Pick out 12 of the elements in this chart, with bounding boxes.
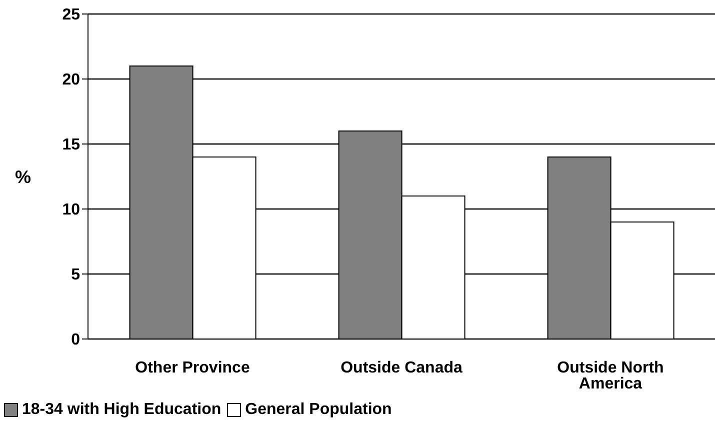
x-tick-label: Outside Canada — [340, 359, 462, 376]
legend-label: General Population — [244, 401, 392, 419]
y-tick-label: 20 — [62, 72, 80, 89]
y-tick-label: 5 — [71, 266, 80, 284]
y-tick-label: 25 — [62, 6, 80, 24]
y-tick-label: 15 — [62, 136, 80, 154]
x-tick-label: Other Province — [135, 359, 250, 376]
x-tick-label: Outside North America — [557, 359, 664, 392]
y-axis-title: % — [15, 166, 32, 187]
legend-label: 18-34 with High Education — [21, 401, 222, 419]
y-tick-label: 0 — [71, 332, 80, 349]
y-tick-label: 10 — [62, 202, 80, 219]
